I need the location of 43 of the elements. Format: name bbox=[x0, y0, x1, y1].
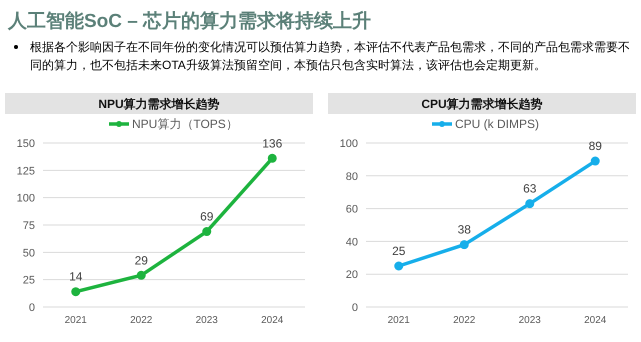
data-label: 136 bbox=[262, 136, 283, 150]
x-tick-label: 2023 bbox=[196, 315, 218, 326]
data-label: 29 bbox=[134, 253, 148, 268]
data-label: 69 bbox=[200, 210, 214, 224]
point bbox=[590, 156, 600, 166]
x-tick-label: 2023 bbox=[518, 315, 542, 326]
x-tick-label: 2021 bbox=[64, 315, 88, 326]
text: 人工智能SoC – 芯片的算力需求将持续上升 bbox=[8, 10, 372, 34]
y-tick-label: 80 bbox=[346, 170, 358, 183]
y-tick-label: 25 bbox=[22, 274, 35, 287]
y-tick-label: 40 bbox=[346, 236, 358, 248]
point bbox=[460, 240, 469, 250]
y-tick-label: 20 bbox=[346, 269, 358, 282]
x-tick-label: 2021 bbox=[388, 315, 410, 326]
y-tick-label: 100 bbox=[340, 138, 358, 150]
data-label: 25 bbox=[392, 244, 406, 258]
x-tick-label: 2024 bbox=[584, 315, 607, 326]
y-tick-label: 150 bbox=[16, 138, 35, 150]
y-tick-label: 75 bbox=[22, 220, 35, 232]
point bbox=[268, 154, 277, 163]
point bbox=[136, 270, 146, 280]
point bbox=[71, 287, 80, 296]
point bbox=[394, 262, 404, 270]
data-label: 63 bbox=[523, 182, 537, 196]
point bbox=[525, 199, 534, 208]
y-tick-label: 50 bbox=[22, 247, 35, 260]
text: 根据各个影响因子在不同年份的变化情况可以预估算力趋势，本评估不代表产品包需求，不同的产品包需求需要不同的算力，也不包括未来OTA升级算法预留空间，本预估只包含实时算法，该评估也会定期更新。 bbox=[30, 40, 630, 72]
y-tick-label: 0 bbox=[352, 302, 358, 314]
chart-title: NPU算力需求增长趋势 bbox=[98, 97, 220, 111]
x-tick-label: 2024 bbox=[261, 315, 284, 326]
x-tick-label: 2022 bbox=[453, 315, 476, 326]
data-label: 38 bbox=[458, 222, 472, 237]
point bbox=[202, 227, 212, 236]
chart-title: CPU算力需求增长趋势 bbox=[421, 97, 543, 111]
legend-label: NPU算力（TOPS） bbox=[132, 117, 238, 131]
y-tick-label: 0 bbox=[28, 302, 35, 314]
legend-label: CPU (k DIMPS) bbox=[455, 117, 540, 131]
data-label: 14 bbox=[69, 270, 83, 284]
data-label: 89 bbox=[588, 139, 602, 154]
x-tick-label: 2022 bbox=[130, 315, 153, 326]
y-tick-label: 60 bbox=[346, 204, 358, 216]
y-tick-label: 100 bbox=[16, 192, 35, 205]
y-tick-label: 125 bbox=[16, 165, 35, 178]
